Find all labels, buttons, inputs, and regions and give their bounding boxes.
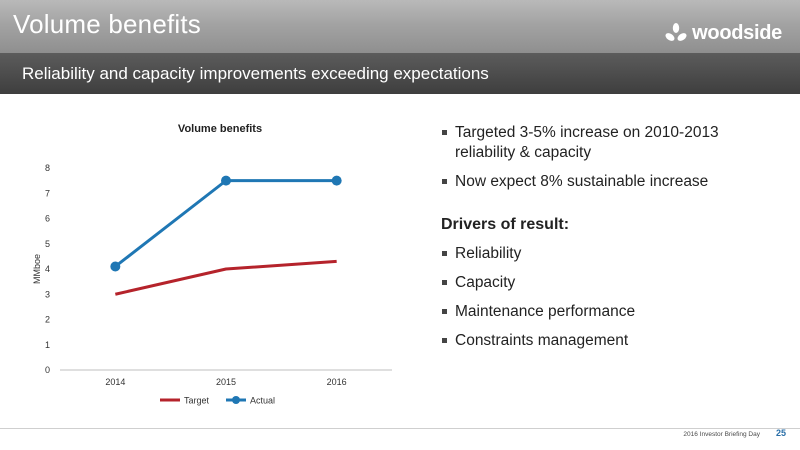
drivers-heading: Drivers of result:	[441, 216, 570, 233]
y-tick-label: 4	[45, 264, 50, 274]
data-point-actual	[221, 175, 231, 186]
series-line-actual	[114, 179, 337, 268]
subtitle-bar: Reliability and capacity improvements ex…	[0, 53, 800, 94]
brand-logo: woodside	[664, 20, 782, 46]
bullet-item: Targeted 3-5% increase on 2010-2013 reli…	[441, 123, 781, 163]
driver-item: Reliability	[441, 244, 781, 264]
y-tick-label: 6	[45, 214, 50, 224]
driver-item: Constraints management	[441, 331, 781, 351]
driver-item: Capacity	[441, 273, 781, 293]
brand-name: woodside	[692, 21, 782, 44]
x-tick-label: 2016	[327, 377, 347, 387]
footer-event: 2016 Investor Briefing Day	[683, 431, 760, 438]
y-axis-label: MMboe	[32, 254, 42, 284]
page-number: 25	[775, 428, 786, 438]
y-tick-label: 0	[45, 365, 50, 375]
legend-label: Target	[184, 396, 210, 406]
y-tick-label: 7	[45, 188, 50, 198]
y-tick-label: 5	[45, 239, 50, 249]
series-line-target	[114, 259, 337, 296]
y-tick-label: 8	[45, 163, 50, 173]
legend-label: Actual	[250, 396, 275, 406]
footer-divider	[0, 428, 800, 429]
chart-title: Volume benefits	[178, 123, 262, 135]
bullet-item: Now expect 8% sustainable increase	[441, 172, 781, 192]
driver-item: Maintenance performance	[441, 302, 781, 322]
data-point-actual	[110, 261, 121, 272]
data-point-actual	[331, 175, 342, 186]
y-tick-label: 1	[45, 340, 50, 350]
title-bar: Volume benefits woodside	[0, 0, 800, 53]
x-tick-label: 2014	[105, 377, 125, 387]
x-tick-label: 2015	[216, 377, 236, 387]
woodside-logo-icon	[665, 23, 687, 41]
legend-marker-actual	[232, 396, 240, 404]
y-tick-label: 2	[45, 315, 50, 325]
page-subtitle: Reliability and capacity improvements ex…	[22, 64, 489, 83]
page-title: Volume benefits	[13, 9, 202, 39]
y-tick-label: 3	[45, 289, 50, 299]
volume-benefits-chart: Volume benefits MMboe 0 1 2 3 4 5 6 7 8 2014 2015 201…	[32, 123, 392, 406]
key-points: Targeted 3-5% increase on 2010-2013 reli…	[441, 123, 781, 360]
